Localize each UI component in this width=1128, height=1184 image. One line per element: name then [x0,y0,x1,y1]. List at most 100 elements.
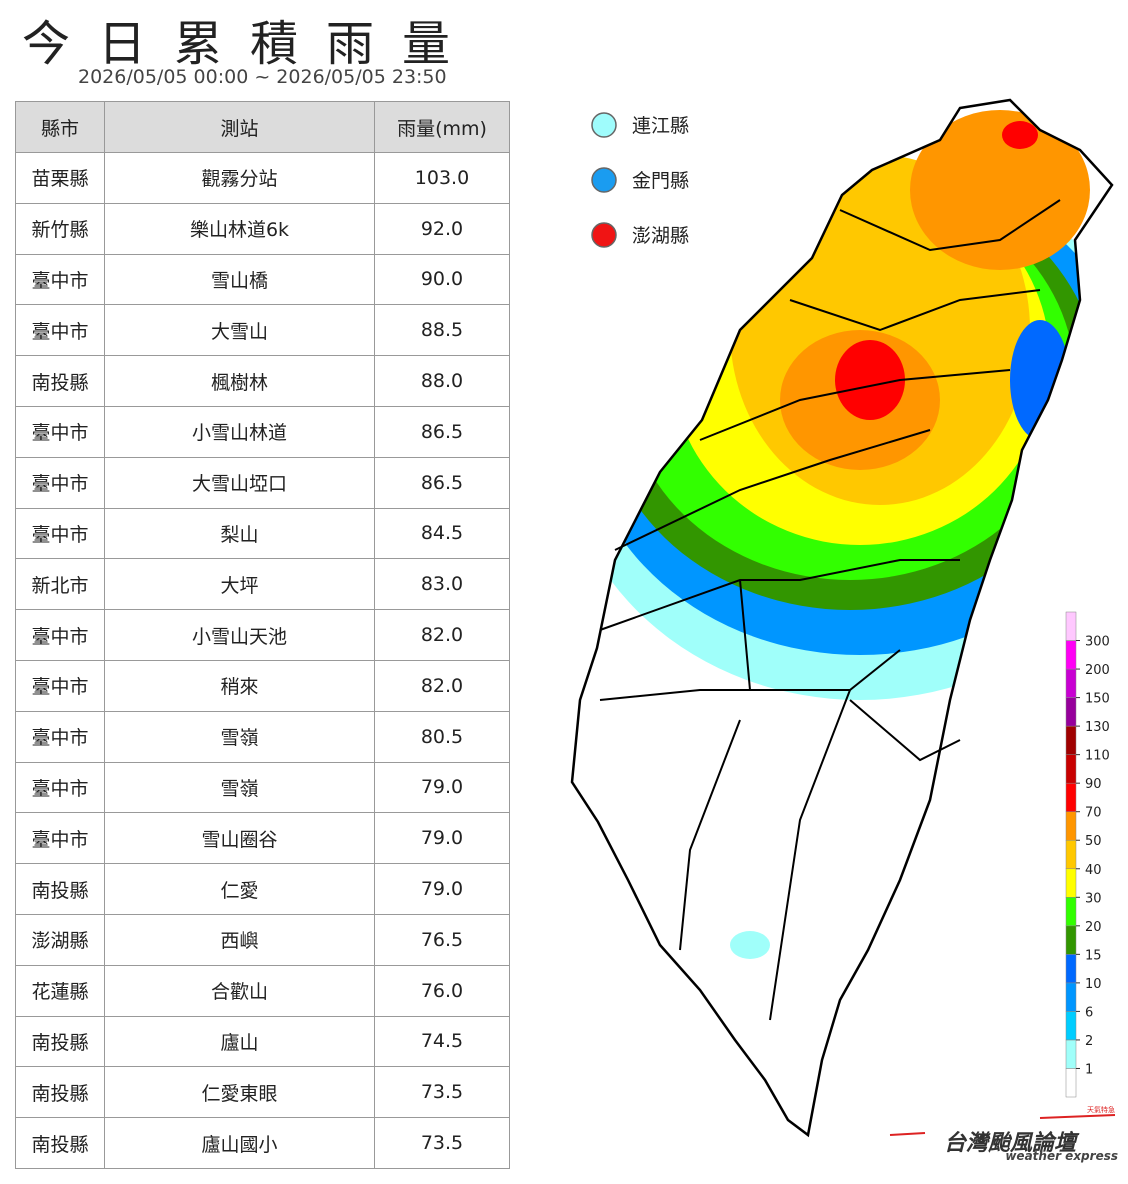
table-cell: 小雪山林道 [104,405,375,458]
table-row: 花蓮縣 合歡山 76.0 [15,964,510,1017]
table-row: 南投縣 仁愛東眼 73.5 [15,1066,510,1119]
table-cell: 雪山圈谷 [104,812,375,865]
colorbar-label: 90 [1085,777,1102,792]
table-cell: 南投縣 [15,1015,105,1068]
island-marker [591,167,617,193]
colorbar-label: 50 [1085,834,1102,849]
table-cell: 楓樹林 [104,355,375,407]
title: 今日累積雨量 [22,16,479,72]
table-cell: 臺中市 [15,812,105,865]
table-cell: 稍來 [104,659,375,712]
colorbar-segment [1065,982,1077,1012]
table-cell: 雪嶺 [104,761,375,814]
table-cell: 小雪山天池 [104,609,375,661]
table-cell: 92.0 [374,202,510,255]
table-cell: 新北市 [15,558,105,611]
subtitle: 2026/05/05 00:00 ~ 2026/05/05 23:50 [78,66,447,88]
island-label: 澎湖縣 [632,225,689,247]
table-cell: 廬山 [104,1015,375,1068]
table-cell: 103.0 [374,152,510,204]
colorbar-label: 2 [1085,1034,1093,1049]
tag: 天氣特急 [1087,1105,1115,1114]
table-cell: 大雪山埡口 [104,456,375,509]
table-cell: 88.5 [374,304,510,357]
table-cell: 南投縣 [15,863,105,915]
colorbar-label: 30 [1085,891,1102,906]
table-cell: 觀霧分站 [104,152,375,204]
colorbar-label: 130 [1085,720,1110,735]
table-cell: 苗栗縣 [15,152,105,204]
colorbar-label: 110 [1085,749,1110,764]
table-cell: 仁愛 [104,863,375,915]
table-row: 臺中市 小雪山天池 82.0 [15,609,510,661]
island-label: 金門縣 [632,170,689,192]
rain-table: 縣市 測站 雨量(mm) 苗栗縣 觀霧分站 103.0 新竹縣 樂山林道6k 92.0 臺中市雪… [15,101,510,1169]
table-cell: 臺中市 [15,710,105,763]
table-cell: 臺中市 [15,761,105,814]
colorbar-segment [1065,811,1077,841]
colorbar-label: 15 [1085,948,1102,963]
table-row: 臺中市 雪嶺 79.0 [15,761,510,814]
table-cell: 76.5 [374,913,510,966]
table-cell: 79.0 [374,863,510,915]
colorbar-label: 1 [1085,1062,1093,1077]
coastline [570,98,1114,1138]
table-cell: 廬山國小 [104,1117,375,1169]
table-cell: 西嶼 [104,913,375,966]
table-cell: 臺中市 [15,304,105,357]
table-row: 新竹縣 樂山林道6k 92.0 [15,202,510,255]
colorbar-segment [1065,1068,1077,1098]
colorbar-segment [1065,839,1077,870]
island-marker [591,112,617,138]
header-row: 縣市 測站 雨量(mm) [15,101,510,153]
table-cell: 雪嶺 [104,710,375,763]
colorbar-segment [1065,782,1077,812]
table-row: 南投縣 仁愛 79.0 [15,863,510,915]
county-borders [599,199,1061,1021]
colorbar-label: 200 [1085,663,1110,678]
table-row: 苗栗縣 觀霧分站 103.0 [15,152,510,204]
colorbar-label: 10 [1085,977,1102,992]
colorbar-label: 150 [1085,692,1110,707]
colorbar-segment [1065,1011,1077,1041]
table-cell: 澎湖縣 [15,913,105,966]
colorbar-segment [1065,640,1077,670]
colorbar-label: 6 [1085,1005,1093,1020]
colorbar-segment [1065,668,1077,698]
island-label: 連江縣 [632,115,689,137]
table-cell: 仁愛東眼 [104,1066,375,1119]
table-cell: 花蓮縣 [15,964,105,1017]
watermark: 台灣颱風論壇 weather express 天氣特急 [889,1105,1118,1163]
table-cell: 樂山林道6k [104,202,375,255]
table-cell: 臺中市 [15,659,105,712]
table-cell: 南投縣 [15,1117,105,1169]
column-header: 測站 [104,101,375,153]
colorbar-segment [1065,754,1077,784]
island-marker [591,222,617,248]
table-cell: 臺中市 [15,253,105,306]
table-row: 臺中市 大雪山埡口 86.5 [15,456,510,509]
rain-field [572,100,1112,1135]
column-header: 縣市 [15,101,105,153]
colorbar: 1 2 6 10 15 20 30 40 50 70 90 110 130 150 200 300 [1065,611,1110,1098]
table-row: 臺中市 小雪山林道 86.5 [15,405,510,458]
colorbar-label: 70 [1085,806,1102,821]
table-cell: 90.0 [374,253,510,306]
table-row: 新北市 大坪 83.0 [15,558,510,611]
table-cell: 大雪山 [104,304,375,357]
table-cell: 臺中市 [15,456,105,509]
colorbar-segment [1065,1039,1077,1069]
table-row: 南投縣 廬山 74.5 [15,1015,510,1068]
table-cell: 80.5 [374,710,510,763]
colorbar-label: 20 [1085,920,1102,935]
colorbar-label: 40 [1085,863,1102,878]
table-cell: 84.5 [374,507,510,560]
table-cell: 79.0 [374,812,510,865]
column-header: 雨量(mm) [374,101,510,153]
colorbar-segment [1065,611,1077,641]
colorbar-segment [1065,868,1077,898]
table-cell: 82.0 [374,609,510,661]
table-row: 南投縣 楓樹林 88.0 [15,355,510,407]
table-cell: 臺中市 [15,609,105,661]
